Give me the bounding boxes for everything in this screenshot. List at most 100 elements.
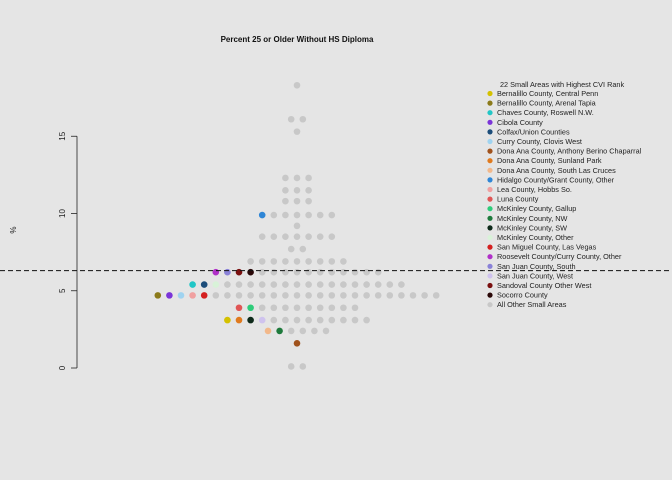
legend-item-label: Chaves County, Roswell N.W. bbox=[497, 108, 594, 117]
data-point bbox=[351, 292, 359, 299]
legend-item-label: Dona Ana County, South Las Cruces bbox=[497, 166, 616, 175]
data-point bbox=[270, 233, 278, 240]
data-point bbox=[305, 174, 312, 182]
data-point bbox=[340, 316, 347, 324]
data-point bbox=[328, 304, 336, 312]
y-tick-label: 15 bbox=[58, 131, 67, 140]
data-point bbox=[270, 304, 278, 312]
data-point bbox=[200, 292, 208, 299]
data-point bbox=[247, 268, 254, 276]
y-axis-label: % bbox=[9, 226, 18, 233]
y-axis: 0 5 10 15 bbox=[58, 131, 78, 370]
data-point bbox=[258, 268, 266, 276]
legend-marker bbox=[487, 206, 493, 212]
data-point bbox=[340, 292, 347, 299]
legend-item-label: Curry County, Clovis West bbox=[497, 137, 582, 146]
data-point bbox=[282, 292, 289, 299]
data-point bbox=[316, 292, 324, 299]
legend-marker bbox=[487, 273, 493, 279]
data-point bbox=[258, 211, 266, 219]
legend-item-label: San Juan County, West bbox=[497, 271, 573, 280]
data-point bbox=[235, 268, 243, 276]
data-point bbox=[299, 115, 307, 123]
legend-item-label: Colfax/Union Counties bbox=[497, 127, 570, 136]
legend: 22 Small Areas with Highest CVI Rank Ber… bbox=[487, 80, 642, 309]
legend-marker bbox=[487, 263, 493, 269]
data-point bbox=[282, 197, 289, 205]
data-point bbox=[305, 316, 312, 324]
data-point bbox=[293, 197, 301, 205]
data-points bbox=[154, 81, 440, 370]
data-point bbox=[374, 292, 382, 299]
data-point bbox=[305, 187, 312, 194]
data-point bbox=[293, 304, 301, 312]
data-point bbox=[351, 316, 359, 324]
data-point bbox=[316, 304, 324, 312]
data-point bbox=[224, 268, 231, 276]
data-point bbox=[316, 258, 324, 265]
data-point bbox=[247, 281, 254, 288]
data-point bbox=[305, 304, 312, 312]
data-point bbox=[235, 281, 243, 288]
y-tick-label: 5 bbox=[58, 288, 67, 293]
legend-marker bbox=[487, 100, 493, 106]
data-point bbox=[293, 174, 301, 182]
legend-marker bbox=[487, 186, 493, 193]
legend-item-label: San Miguel County, Las Vegas bbox=[497, 243, 597, 252]
legend-title: 22 Small Areas with Highest CVI Rank bbox=[500, 80, 624, 89]
legend-item-label: All Other Small Areas bbox=[497, 300, 567, 309]
legend-marker bbox=[487, 244, 493, 250]
data-point bbox=[374, 268, 382, 276]
data-point bbox=[328, 268, 336, 276]
legend-marker bbox=[487, 196, 493, 202]
legend-item-label: Roosevelt County/Curry County, Other bbox=[497, 252, 622, 261]
data-point bbox=[166, 292, 173, 299]
data-point bbox=[305, 197, 312, 205]
data-point bbox=[224, 281, 231, 288]
legend-item-label: Cibola County bbox=[497, 118, 543, 127]
data-point bbox=[293, 187, 301, 194]
data-point bbox=[293, 292, 301, 299]
data-point bbox=[258, 281, 266, 288]
data-point bbox=[305, 211, 312, 219]
data-point bbox=[316, 316, 324, 324]
legend-item-label: Bernalillo County, Arenal Tapia bbox=[497, 99, 597, 108]
data-point bbox=[299, 327, 307, 335]
legend-item-label: Luna County bbox=[497, 195, 539, 204]
data-point bbox=[340, 304, 347, 312]
data-point bbox=[421, 292, 428, 299]
data-point bbox=[293, 128, 301, 135]
data-point bbox=[282, 187, 289, 194]
data-point bbox=[212, 281, 220, 288]
data-point bbox=[293, 268, 301, 276]
y-tick-label: 0 bbox=[58, 365, 67, 370]
data-point bbox=[189, 281, 196, 288]
legend-item-label: Hidalgo County/Grant County, Other bbox=[497, 175, 615, 184]
legend-item-label: McKinley County, SW bbox=[497, 223, 567, 232]
data-point bbox=[328, 292, 336, 299]
data-point bbox=[328, 258, 336, 265]
legend-marker bbox=[487, 225, 493, 231]
data-point bbox=[363, 316, 370, 324]
legend-marker bbox=[487, 282, 493, 289]
data-point bbox=[316, 281, 324, 288]
data-point bbox=[299, 363, 307, 370]
legend-marker bbox=[487, 158, 493, 164]
legend-marker bbox=[487, 215, 493, 221]
data-point bbox=[386, 281, 394, 288]
data-point bbox=[282, 174, 289, 182]
data-point bbox=[258, 304, 266, 312]
data-point bbox=[293, 316, 301, 324]
data-point bbox=[340, 258, 347, 265]
legend-marker bbox=[487, 129, 493, 135]
data-point bbox=[340, 268, 347, 276]
data-point bbox=[270, 268, 278, 276]
data-point bbox=[374, 281, 382, 288]
data-point bbox=[305, 233, 312, 240]
legend-item-label: San Juan County, South bbox=[497, 262, 576, 271]
legend-marker bbox=[487, 148, 493, 154]
data-point bbox=[363, 292, 370, 299]
data-point bbox=[247, 258, 254, 265]
data-point bbox=[282, 304, 289, 312]
data-point bbox=[282, 258, 289, 265]
